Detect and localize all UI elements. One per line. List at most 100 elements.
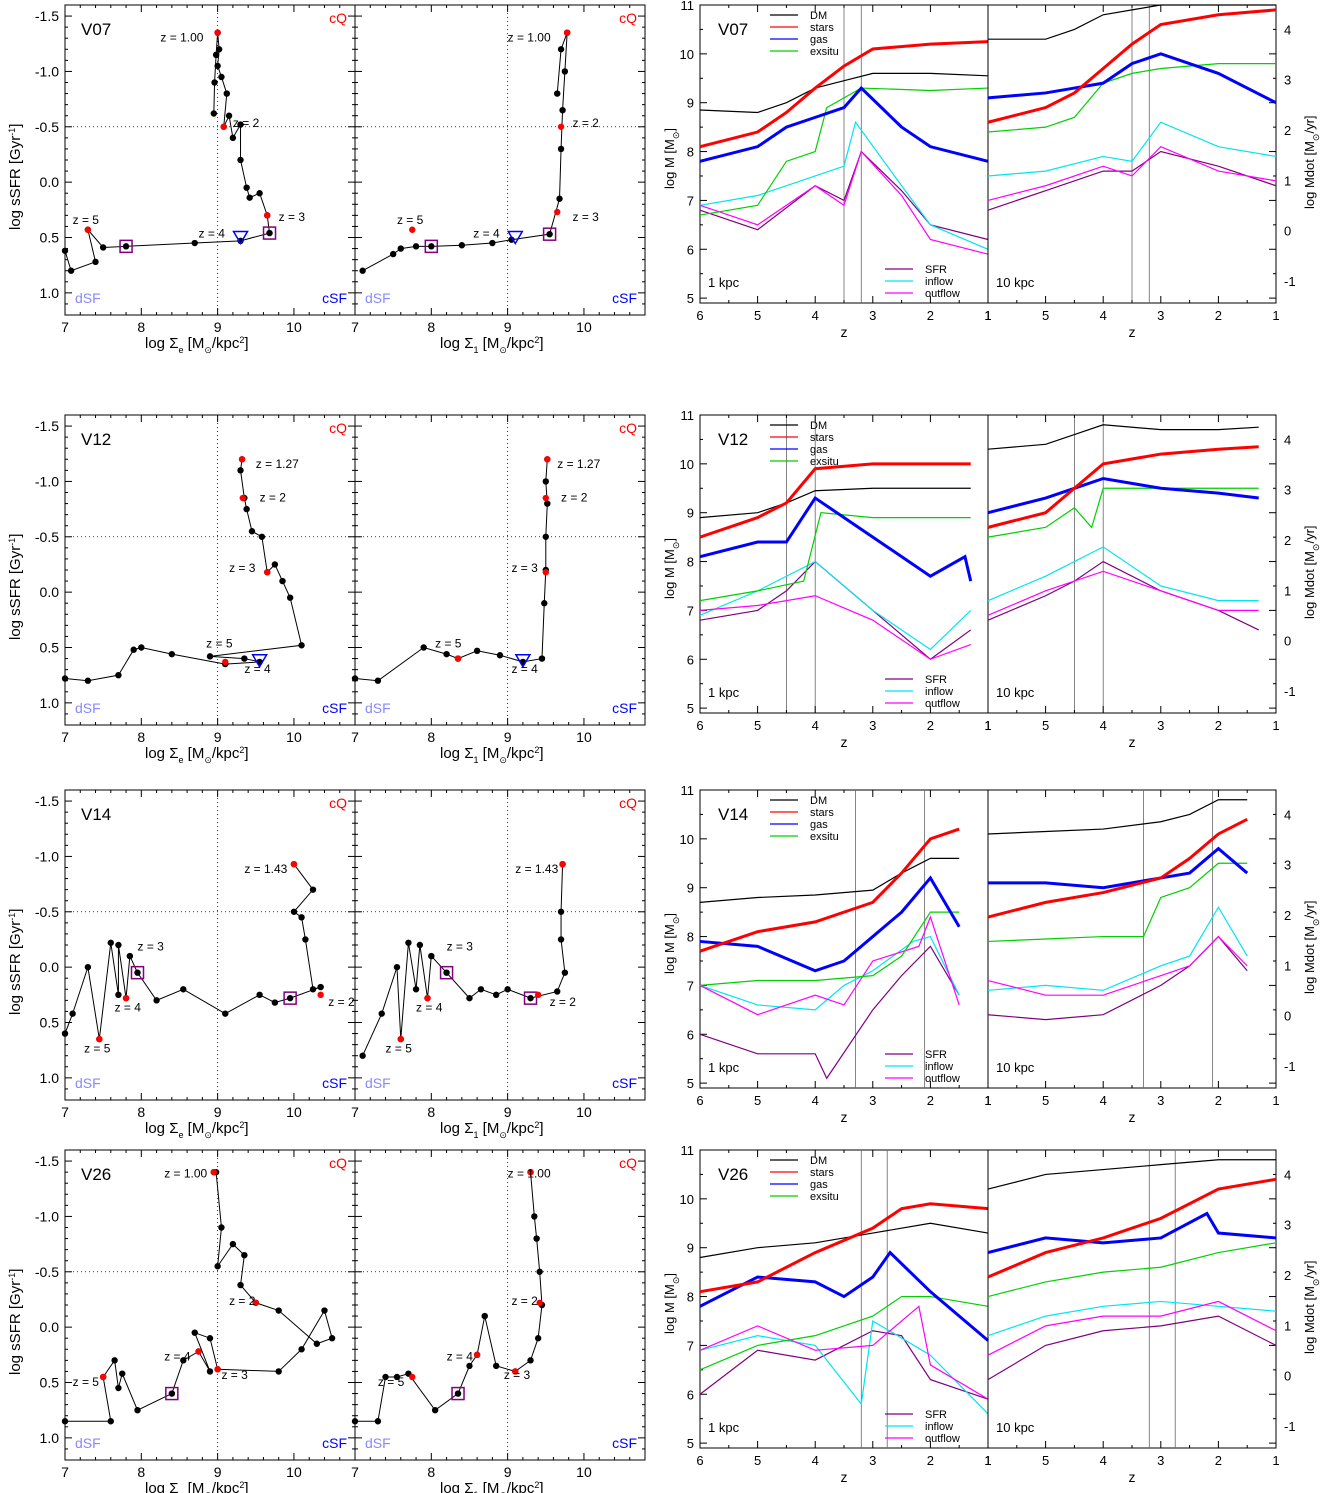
series-exsitu	[987, 487, 1259, 538]
legend-label: stars	[810, 807, 834, 819]
y-tick-label: 0.5	[40, 230, 60, 246]
axis-label-part: 2	[239, 335, 244, 345]
axis-label-part: M	[1302, 551, 1317, 562]
series-sfr	[987, 935, 1248, 1021]
z-tick-label: 6	[696, 308, 703, 323]
legend-label: exsitu	[810, 46, 839, 58]
redshift-point	[222, 658, 229, 666]
track-point	[533, 1235, 540, 1242]
z-label: z = 4	[164, 1349, 191, 1363]
track-point	[374, 1418, 382, 1425]
axis-label-part: M	[192, 1480, 205, 1493]
track-point	[412, 986, 420, 993]
track-point	[229, 1240, 237, 1248]
x-axis-label-e: log Σe [M⊙/kpc2]	[145, 745, 249, 765]
axis-label-part: Gyr	[7, 136, 24, 160]
series-inflow	[699, 1320, 989, 1415]
series-inflow	[699, 560, 972, 651]
axis-label-part: 2	[239, 745, 244, 755]
series-outflow	[699, 150, 989, 255]
y-tick-label: -0.5	[35, 1264, 59, 1280]
evolution-track	[362, 32, 568, 272]
y-tick-label: 9	[687, 506, 694, 521]
y-tick-label: 8	[687, 930, 694, 945]
redshift-point	[536, 1299, 543, 1306]
track-point	[351, 1418, 359, 1425]
track-point	[168, 650, 176, 658]
legend-label: outflow	[925, 1433, 960, 1445]
track-point	[69, 1010, 76, 1017]
x-axis-label-e: log Σe [M⊙/kpc2]	[145, 1120, 249, 1140]
marker-triangle	[232, 230, 249, 245]
axis-label-part: ]	[244, 745, 248, 762]
track-point	[115, 991, 122, 999]
z-axis-label: z	[1129, 1109, 1136, 1125]
series-inflow	[699, 120, 989, 250]
legend-label: gas	[810, 1179, 828, 1191]
x-tick-label: 8	[137, 319, 145, 335]
z-tick-label: 6	[696, 1093, 703, 1108]
axis-label-part: log M [	[662, 560, 677, 599]
z-label: z = 3	[229, 561, 256, 575]
axis-label-part: -1	[7, 128, 17, 136]
z-tick-label: 2	[927, 718, 934, 733]
series-stars	[987, 8, 1277, 124]
track-point	[389, 250, 397, 258]
track-point	[328, 1335, 336, 1342]
axis-label-part: 2	[534, 335, 539, 345]
axis-label-part: ]	[662, 128, 677, 132]
track-point	[397, 245, 404, 252]
x-tick-label: 7	[61, 319, 69, 335]
track-point	[223, 90, 230, 97]
track-point	[382, 1373, 389, 1381]
axis-label-part: ⊙	[671, 542, 681, 550]
axis-label-part: ⊙	[1311, 919, 1321, 927]
redshift-point	[96, 1035, 103, 1043]
axis-label-part: Σ	[464, 745, 473, 762]
axis-label-part: e	[178, 345, 183, 355]
axis-label-part: Σ	[464, 1120, 473, 1137]
track-point	[191, 239, 198, 247]
marker-square	[451, 1386, 465, 1401]
z-tick-label: 2	[1215, 1093, 1222, 1108]
y-tick-label: -1.5	[35, 1153, 59, 1169]
series-dm	[699, 487, 971, 519]
axis-label-part: log	[440, 1480, 464, 1493]
axis-label-part: ]	[539, 1120, 543, 1137]
track-point	[302, 936, 309, 943]
track-point	[466, 994, 473, 1002]
axis-label-part: ]	[539, 335, 543, 352]
x-tick-label: 10	[286, 319, 302, 335]
quadrant-cq: cQ	[619, 1155, 637, 1171]
axis-label-part: log M [	[662, 935, 677, 974]
track-point	[546, 230, 553, 238]
z-axis-label: z	[1129, 1469, 1136, 1485]
track-point	[431, 1406, 439, 1414]
z-label: z = 3	[221, 1368, 248, 1382]
y2-axis-label: log Mdot [M⊙/yr]	[1302, 115, 1321, 209]
series-outflow	[987, 935, 1248, 996]
redshift-point	[559, 860, 566, 868]
z-axis-label: z	[841, 734, 848, 750]
x-tick-label: 10	[576, 1104, 592, 1120]
axis-label-part: log	[145, 1480, 169, 1493]
axis-label-part: ⊙	[1311, 134, 1321, 142]
radius-label: 10 kpc	[996, 1420, 1035, 1435]
track-point	[544, 500, 551, 507]
track-point	[99, 244, 107, 251]
y-tick-label: -0.5	[35, 119, 59, 135]
track-point	[180, 1357, 187, 1364]
axis-label-part: [	[183, 335, 192, 352]
series-outflow	[699, 915, 960, 1016]
series-dm	[699, 857, 960, 903]
radius-label: 10 kpc	[996, 275, 1035, 290]
quadrant-dsf: dSF	[365, 1075, 391, 1091]
track-point	[536, 1268, 543, 1275]
marker-square	[262, 226, 277, 240]
quadrant-csf: cSF	[612, 1075, 637, 1091]
track-point	[286, 994, 294, 1002]
radius-label: 1 kpc	[708, 275, 740, 290]
y-tick-label: 11	[681, 0, 695, 13]
